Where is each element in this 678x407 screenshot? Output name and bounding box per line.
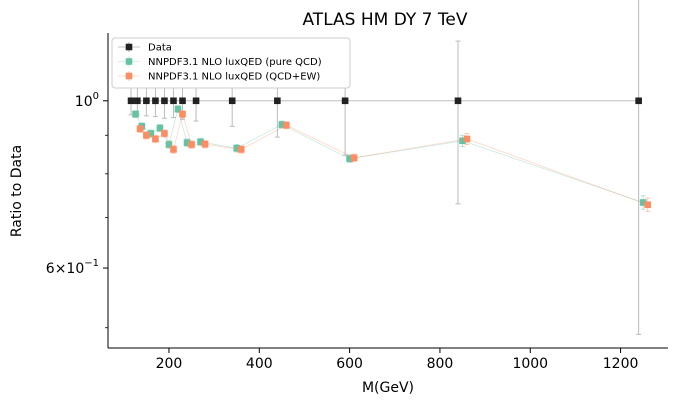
legend-label-0: Data <box>148 43 172 54</box>
series-1-point-5 <box>174 105 182 113</box>
series-1-point-6 <box>183 139 191 146</box>
series-2-point-6 <box>188 141 195 148</box>
y-tick-base-1: 10 <box>66 261 84 277</box>
series-0-point-11 <box>454 97 462 105</box>
legend-label-1: NNPDF3.1 NLO luxQED (pure QCD) <box>148 57 322 68</box>
series-0-point-8 <box>228 97 236 105</box>
series-1-point-9 <box>278 121 286 128</box>
x-tick-label-2: 600 <box>336 356 363 372</box>
series-0-point-1 <box>134 97 141 105</box>
series-2-point-0 <box>136 125 144 133</box>
series-1-point-10 <box>346 155 353 162</box>
series-0-point-7 <box>192 97 200 105</box>
series-layer <box>127 0 651 335</box>
series-1-point-3 <box>156 124 164 132</box>
series-1-point-12 <box>639 199 647 206</box>
y-axis-label: Ratio to Data <box>9 145 25 237</box>
x-tick-label-1: 400 <box>246 356 273 372</box>
series-2 <box>136 110 651 213</box>
x-tick-label-0: 200 <box>156 356 183 372</box>
y-tick-exp-1: −1 <box>84 258 99 269</box>
series-2-point-8 <box>237 146 245 153</box>
series-0-point-3 <box>152 97 159 105</box>
series-2-point-2 <box>152 135 159 143</box>
legend: Data NNPDF3.1 NLO luxQED (pure QCD) NNPDF3… <box>111 37 351 89</box>
series-2-line <box>139 112 648 206</box>
series-1-point-4 <box>165 141 173 148</box>
series-0-point-12 <box>635 97 642 105</box>
series-1-point-7 <box>197 138 204 146</box>
legend-label-2: NNPDF3.1 NLO luxQED (QCD+EW) <box>148 72 320 83</box>
y-tick-label-1: 6×10−1 <box>46 258 99 277</box>
series-2-point-10 <box>350 154 358 162</box>
series-2-point-3 <box>161 130 168 137</box>
chart-title: ATLAS HM DY 7 TeV <box>303 10 468 30</box>
series-2-point-11 <box>463 135 471 143</box>
y-tick-label-0: 100 <box>75 91 99 110</box>
series-1-point-11 <box>459 137 466 145</box>
y-tick-exp-0: 0 <box>93 91 99 102</box>
x-tick-label-5: 1200 <box>603 356 639 372</box>
x-axis-label: M(GeV) <box>362 380 414 396</box>
series-0-point-10 <box>341 97 349 105</box>
series-2-point-12 <box>644 201 651 209</box>
series-2-point-1 <box>143 131 150 139</box>
series-1-point-2 <box>147 130 155 137</box>
series-1-point-8 <box>233 144 241 152</box>
legend-marker-2 <box>125 72 133 80</box>
legend-frame <box>111 37 351 89</box>
series-0-point-5 <box>170 97 177 105</box>
series-0-point-2 <box>143 97 150 105</box>
series-0-point-0 <box>127 97 135 105</box>
series-1-point-0 <box>132 110 139 118</box>
x-tick-label-4: 1000 <box>512 356 548 372</box>
series-2-point-5 <box>179 110 186 118</box>
series-1-line <box>135 107 644 203</box>
legend-marker-1 <box>125 58 133 65</box>
series-2-point-7 <box>201 140 209 148</box>
y-tick-base-0: 10 <box>75 94 93 110</box>
y-tick-coef-1: 6× <box>46 261 67 277</box>
series-2-point-4 <box>170 146 177 153</box>
series-2-point-9 <box>283 121 290 129</box>
series-0 <box>127 0 642 335</box>
legend-marker-0 <box>125 43 133 51</box>
series-0-point-9 <box>274 97 281 105</box>
series-0-point-4 <box>161 97 168 105</box>
x-tick-label-3: 800 <box>427 356 454 372</box>
series-1 <box>132 105 647 210</box>
plot-area <box>107 0 668 349</box>
series-0-point-6 <box>179 97 186 105</box>
x-ticks: 200 400 600 800 1000 1200 <box>156 348 639 372</box>
